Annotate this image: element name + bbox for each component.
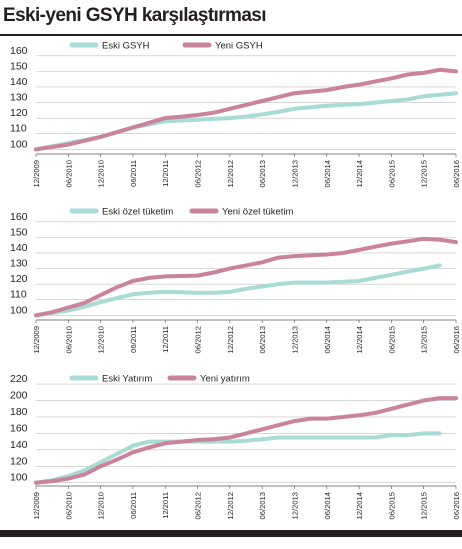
series-line-new	[34, 236, 458, 318]
x-tick-label: 06/2015	[387, 326, 396, 353]
legend-label-old: Eski özel tüketim	[102, 207, 173, 218]
x-tick-label: 06/2014	[323, 492, 332, 519]
x-tick-label: 12/2013	[290, 492, 299, 519]
x-tick-label: 06/2011	[129, 492, 138, 519]
x-tick-label: 06/2013	[258, 326, 267, 353]
x-tick-label: 06/2015	[387, 160, 396, 187]
title-divider	[0, 34, 462, 36]
x-tick-label: 06/2014	[323, 160, 332, 187]
x-tick-label: 06/2013	[258, 160, 267, 187]
x-tick-label: 12/2012	[226, 160, 235, 187]
x-tick-label: 12/2013	[290, 326, 299, 353]
chart-title: Eski-yeni GSYH karşılaştırması	[3, 5, 267, 26]
x-tick-label: 12/2011	[161, 492, 170, 519]
y-tick-label: 110	[10, 289, 27, 301]
x-tick-label: 06/2013	[258, 492, 267, 519]
x-tick-label: 06/2012	[194, 160, 203, 187]
x-tick-label: 12/2012	[226, 326, 235, 353]
x-tick-label: 06/2010	[64, 492, 73, 519]
y-tick-label: 120	[10, 455, 28, 467]
y-tick-label: 120	[10, 273, 28, 285]
x-tick-label: 06/2012	[194, 492, 203, 519]
y-tick-label: 130	[10, 92, 28, 104]
x-tick-label: 12/2010	[97, 160, 106, 187]
y-tick-label: 180	[10, 406, 28, 418]
x-tick-label: 12/2009	[32, 492, 41, 519]
chart-gdp: 100 110 120 130 140 150 160 12/2009 06/2010 12/20…	[10, 41, 461, 188]
x-tick-label: 12/2014	[355, 492, 364, 519]
y-tick-label: 220	[10, 373, 28, 385]
y-tick-label: 140	[10, 242, 28, 254]
y-tick-label: 140	[10, 439, 28, 451]
x-tick-label: 12/2009	[32, 326, 41, 353]
x-tick-label: 12/2015	[420, 326, 429, 353]
series-line-old	[34, 263, 442, 318]
x-tick-label: 06/2011	[129, 160, 138, 187]
y-tick-label: 140	[10, 76, 28, 88]
series-line-new	[34, 396, 458, 485]
y-tick-label: 200	[10, 390, 28, 402]
x-tick-label: 12/2009	[32, 160, 41, 187]
legend-label-new: Yeni özel tüketim	[222, 207, 294, 218]
series-line-old	[34, 91, 458, 152]
x-tick-label: 06/2016	[452, 326, 461, 353]
legend-label-new: Yeni GSYH	[215, 41, 263, 52]
x-tick-label: 06/2015	[387, 492, 396, 519]
x-tick-label: 12/2011	[161, 326, 170, 353]
legend-label-new: Yeni yatırım	[200, 374, 250, 385]
x-tick-label: 06/2010	[64, 160, 73, 187]
x-tick-label: 06/2012	[194, 326, 203, 353]
x-tick-label: 06/2014	[323, 326, 332, 353]
y-tick-label: 150	[10, 226, 28, 238]
y-tick-label: 130	[10, 258, 28, 270]
x-tick-label: 12/2014	[355, 160, 364, 187]
x-tick-label: 12/2015	[420, 492, 429, 519]
y-tick-label: 160	[10, 45, 28, 57]
y-tick-label: 160	[10, 422, 28, 434]
footer-bar	[0, 530, 462, 537]
y-tick-label: 110	[10, 123, 27, 135]
series-line-old	[34, 431, 442, 485]
x-tick-label: 12/2011	[161, 160, 170, 187]
chart-investment: 100 120 140 160 180 200 220 12/2009 06/2010 12/20…	[10, 373, 461, 519]
x-tick-label: 12/2015	[420, 160, 429, 187]
y-tick-label: 150	[10, 60, 28, 72]
x-tick-label: 06/2016	[452, 492, 461, 519]
x-tick-label: 12/2012	[226, 492, 235, 519]
x-tick-label: 12/2013	[290, 160, 299, 187]
y-tick-label: 120	[10, 107, 28, 119]
x-tick-label: 06/2016	[452, 160, 461, 187]
y-tick-label: 100	[10, 472, 28, 484]
x-tick-label: 06/2011	[129, 326, 138, 353]
x-tick-label: 06/2010	[64, 326, 73, 353]
legend-label-old: Eski GSYH	[102, 41, 150, 52]
x-tick-label: 12/2010	[97, 492, 106, 519]
y-tick-label: 100	[10, 138, 28, 150]
y-tick-label: 100	[10, 304, 28, 316]
x-tick-label: 12/2010	[97, 326, 106, 353]
legend-label-old: Eski Yatırım	[102, 374, 152, 385]
series-line-new	[34, 67, 458, 152]
y-tick-label: 160	[10, 211, 28, 223]
chart-private-consumption: 100 110 120 130 140 150 160 12/2009 06/2010 12/20…	[10, 207, 461, 354]
x-tick-label: 12/2014	[355, 326, 364, 353]
